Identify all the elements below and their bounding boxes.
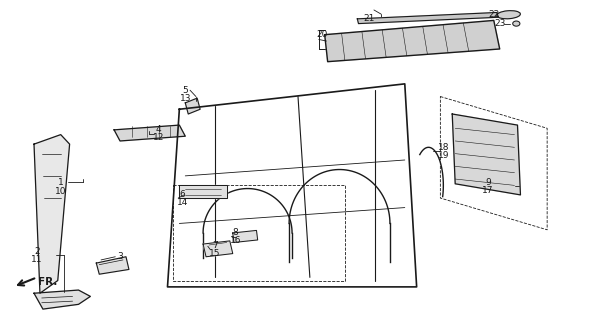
Text: 16: 16	[230, 236, 241, 245]
Ellipse shape	[513, 21, 520, 26]
Text: 1: 1	[58, 178, 64, 187]
Text: 2: 2	[34, 247, 40, 257]
Polygon shape	[452, 114, 520, 195]
Text: 4: 4	[156, 125, 162, 134]
Text: 5: 5	[182, 86, 188, 95]
Text: 15: 15	[209, 249, 221, 258]
Text: 12: 12	[153, 133, 164, 142]
Text: 17: 17	[482, 186, 493, 195]
Text: 22: 22	[488, 10, 499, 19]
Text: 7: 7	[212, 241, 218, 250]
Polygon shape	[179, 185, 227, 198]
Text: 6: 6	[179, 190, 185, 199]
Text: 13: 13	[179, 94, 191, 103]
Text: 3: 3	[117, 252, 123, 261]
Text: 9: 9	[485, 178, 491, 187]
Polygon shape	[203, 241, 233, 257]
Text: 10: 10	[55, 187, 67, 196]
Polygon shape	[97, 257, 129, 274]
Text: 11: 11	[31, 255, 43, 264]
Text: 19: 19	[437, 151, 449, 160]
Polygon shape	[233, 230, 257, 243]
Text: 21: 21	[364, 14, 375, 23]
Text: 20: 20	[316, 30, 327, 39]
Polygon shape	[325, 20, 499, 62]
Polygon shape	[185, 98, 200, 114]
Polygon shape	[114, 125, 185, 141]
Text: 23: 23	[494, 19, 505, 28]
Text: 18: 18	[437, 143, 449, 152]
Polygon shape	[358, 12, 498, 24]
Text: 8: 8	[233, 228, 238, 237]
Text: FR.: FR.	[38, 277, 58, 287]
Polygon shape	[34, 135, 70, 293]
Ellipse shape	[497, 11, 520, 19]
Text: 14: 14	[176, 198, 188, 207]
Polygon shape	[34, 290, 91, 309]
